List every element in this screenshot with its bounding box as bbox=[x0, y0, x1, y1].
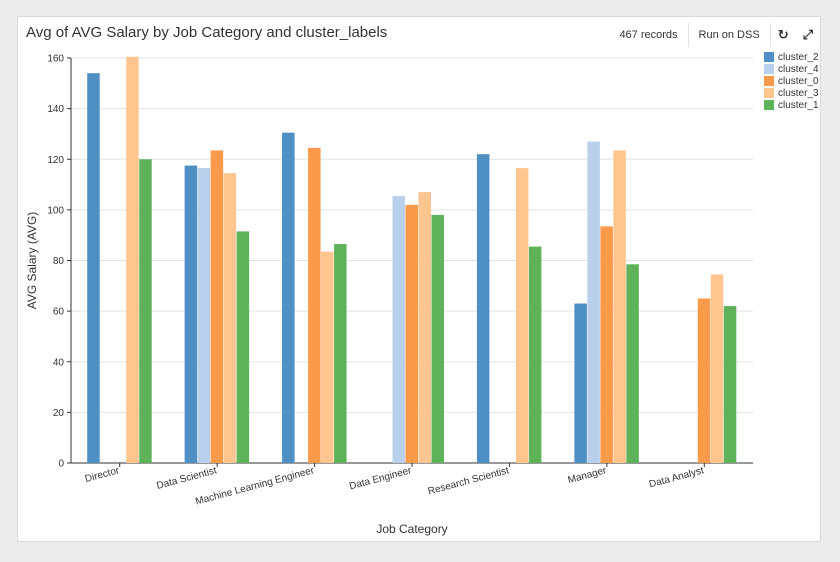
bar-cluster_3 bbox=[321, 251, 334, 463]
y-tick-label: 40 bbox=[53, 357, 65, 368]
bar-cluster_2 bbox=[476, 154, 490, 463]
legend-label: cluster_0 bbox=[778, 75, 819, 87]
toolbar-divider bbox=[687, 23, 689, 47]
x-tick-label: Research Scientist bbox=[427, 465, 511, 497]
legend-swatch bbox=[764, 100, 774, 110]
x-axis-label: Job Category bbox=[376, 522, 447, 536]
bar-cluster_3 bbox=[710, 274, 724, 463]
y-tick-label: 100 bbox=[47, 205, 64, 216]
legend-swatch bbox=[764, 52, 774, 62]
bar-cluster_2 bbox=[87, 73, 100, 463]
x-tick-label: Manager bbox=[567, 465, 609, 486]
bar-cluster_3 bbox=[515, 168, 529, 463]
y-tick-label: 20 bbox=[53, 408, 65, 419]
legend-item-cluster_3[interactable]: cluster_3 bbox=[764, 87, 819, 99]
x-tick-label: Data Analyst bbox=[648, 465, 705, 490]
chart-toolbar: 467 records Run on DSS ↻ ⤢ bbox=[609, 21, 820, 49]
legend-swatch bbox=[764, 88, 774, 98]
bar-cluster_2 bbox=[184, 165, 198, 463]
x-tick-label: Data Scientist bbox=[155, 465, 218, 492]
legend-swatch bbox=[764, 64, 774, 74]
bar-cluster_1 bbox=[626, 264, 639, 463]
y-axis-label: AVG Salary (AVG) bbox=[25, 212, 39, 310]
bar-cluster_2 bbox=[574, 303, 587, 463]
legend-label: cluster_2 bbox=[778, 51, 819, 63]
legend-item-cluster_1[interactable]: cluster_1 bbox=[764, 99, 819, 111]
bar-cluster_1 bbox=[723, 306, 737, 463]
bar-cluster_4 bbox=[197, 168, 211, 463]
x-tick-label: Director bbox=[84, 465, 121, 485]
bar-cluster_3 bbox=[418, 192, 431, 463]
refresh-icon[interactable]: ↻ bbox=[777, 27, 789, 42]
y-tick-label: 0 bbox=[58, 459, 64, 470]
legend-item-cluster_0[interactable]: cluster_0 bbox=[764, 75, 819, 87]
y-tick-label: 60 bbox=[53, 307, 65, 318]
run-on-dss-button[interactable]: Run on DSS bbox=[698, 29, 760, 41]
bar-cluster_0 bbox=[697, 298, 711, 463]
legend-item-cluster_2[interactable]: cluster_2 bbox=[764, 51, 819, 63]
bar-cluster_3 bbox=[613, 150, 626, 463]
bar-cluster_1 bbox=[528, 246, 542, 463]
legend-item-cluster_4[interactable]: cluster_4 bbox=[764, 63, 819, 75]
bar-cluster_1 bbox=[236, 231, 250, 463]
expand-icon[interactable]: ⤢ bbox=[802, 27, 813, 42]
bar-cluster_0 bbox=[405, 204, 418, 463]
y-tick-label: 160 bbox=[47, 54, 64, 65]
bar-cluster_4 bbox=[392, 195, 405, 463]
bar-cluster_2 bbox=[282, 132, 295, 463]
legend-label: cluster_1 bbox=[778, 99, 819, 111]
bar-chart: 0 20 40 60 80 100 120 140 160 Director Data Scient… bbox=[25, 54, 753, 536]
bar-cluster_0 bbox=[308, 147, 321, 463]
bar-cluster_1 bbox=[139, 159, 152, 463]
x-tick-label: Data Engineer bbox=[348, 465, 413, 492]
legend-label: cluster_4 bbox=[778, 63, 819, 75]
bar-cluster_0 bbox=[600, 226, 613, 463]
bar-cluster_1 bbox=[334, 244, 347, 463]
bar-cluster_1 bbox=[431, 214, 444, 463]
chart-card: Avg of AVG Salary by Job Category and cl… bbox=[17, 16, 821, 542]
chart-title: Avg of AVG Salary by Job Category and cl… bbox=[26, 24, 388, 41]
legend-label: cluster_3 bbox=[778, 87, 819, 99]
y-tick-label: 120 bbox=[47, 155, 64, 166]
toolbar-divider bbox=[769, 23, 771, 47]
y-tick-label: 80 bbox=[53, 256, 65, 267]
records-count: 467 records bbox=[619, 29, 678, 41]
legend-swatch bbox=[764, 76, 774, 86]
bar-cluster_3 bbox=[223, 173, 237, 463]
bar-cluster_4 bbox=[587, 141, 600, 463]
bar-cluster_3 bbox=[126, 56, 139, 463]
y-tick-label: 140 bbox=[47, 104, 64, 115]
bar-cluster_0 bbox=[210, 150, 224, 463]
chart-legend: cluster_2 cluster_4 cluster_0 cluster_3 clus… bbox=[764, 51, 819, 111]
